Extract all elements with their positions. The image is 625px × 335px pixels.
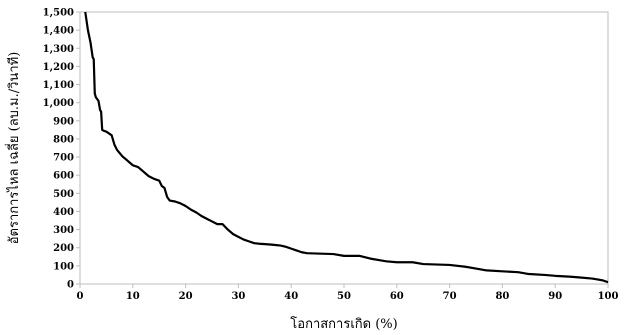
- x-tick-label: 70: [443, 291, 457, 302]
- y-tick-label: 700: [53, 153, 74, 164]
- x-tick-label: 60: [390, 291, 404, 302]
- x-tick-label: 90: [548, 291, 562, 302]
- x-axis: 0 10 20 30 40 50 60 70 80 90 100: [77, 284, 619, 302]
- x-tick-label: 80: [495, 291, 509, 302]
- y-tick-label: 900: [53, 116, 74, 127]
- y-tick-label: 100: [53, 261, 74, 272]
- y-tick-label: 300: [53, 225, 74, 236]
- series-line: [84, 11, 609, 284]
- y-tick-label: 800: [53, 134, 74, 145]
- x-tick-label: 100: [598, 291, 619, 302]
- x-tick-label: 0: [77, 291, 84, 302]
- y-tick-label: 0: [67, 280, 74, 291]
- y-tick-label: 1,200: [43, 62, 74, 73]
- y-tick-label: 1,400: [43, 26, 74, 37]
- plot-frame: [79, 11, 609, 285]
- y-tick-label: 1,300: [43, 44, 74, 55]
- x-tick-label: 30: [231, 291, 245, 302]
- x-tick-label: 20: [179, 291, 193, 302]
- x-axis-title: โอกาสการเกิด (%): [290, 316, 397, 332]
- y-tick-label: 1,500: [43, 8, 74, 19]
- y-axis-title: อัตราการไหล เฉลี่ย (ลบ.ม./วินาที): [5, 52, 22, 245]
- x-tick-label: 10: [126, 291, 140, 302]
- y-axis: 0 100 200 300 400 500 600 700 800 900 1,000 1,100 1,…: [43, 8, 80, 291]
- y-tick-label: 200: [53, 243, 74, 254]
- y-tick-label: 500: [53, 189, 74, 200]
- y-tick-label: 400: [53, 207, 74, 218]
- y-tick-label: 600: [53, 171, 74, 182]
- x-tick-label: 50: [337, 291, 351, 302]
- x-tick-label: 40: [284, 291, 298, 302]
- y-tick-label: 1,000: [43, 98, 74, 109]
- y-tick-label: 1,100: [43, 80, 74, 91]
